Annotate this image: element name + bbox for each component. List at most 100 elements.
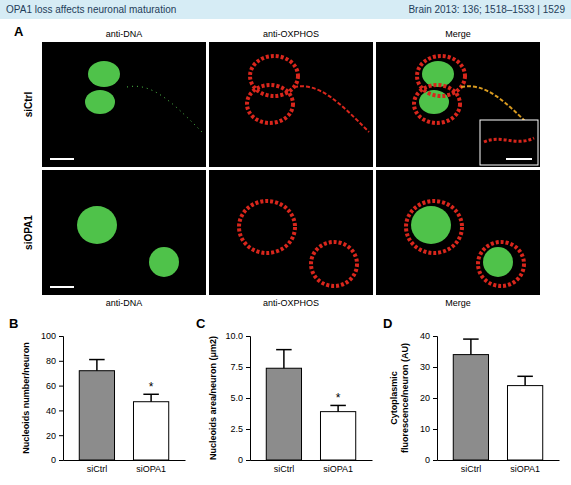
nucleus	[85, 90, 115, 114]
y-tick-label: 20	[46, 431, 56, 441]
y-axis-title: Nucleoids area/neuron (μm2)	[208, 336, 218, 460]
y-tick-mark	[433, 398, 437, 399]
y-tick-label: 2.5	[230, 424, 243, 434]
micrograph	[209, 42, 373, 167]
marks	[79, 360, 168, 460]
error-stem	[470, 339, 472, 355]
image-ground	[42, 42, 206, 167]
y-tick: 20	[420, 393, 437, 403]
error-bar	[276, 350, 292, 369]
x-axis-line	[251, 460, 373, 461]
micrograph	[376, 42, 540, 167]
y-tick-mark	[246, 398, 250, 399]
image-ground	[376, 170, 540, 295]
x-axis: siCtrl siOPA1	[438, 461, 560, 475]
y-tick-label: 0	[51, 455, 56, 465]
bar	[453, 355, 488, 460]
y-tick-mark	[59, 435, 63, 436]
x-tick: siOPA1	[323, 464, 353, 474]
error-stem	[524, 376, 526, 385]
x-tick-label: siCtrl	[461, 464, 482, 474]
micrograph	[376, 170, 540, 295]
panel-letter: A	[14, 24, 24, 39]
x-tick: siOPA1	[136, 464, 166, 474]
y-axis: 0 20 40 60 80 100	[41, 331, 64, 465]
mitochondria	[311, 242, 357, 286]
mitochondria	[414, 85, 460, 123]
y-tick-label: 7.5	[230, 362, 243, 372]
nucleus	[77, 206, 117, 244]
y-tick-label: 80	[46, 356, 56, 366]
y-tick: 7.5	[230, 362, 250, 372]
y-tick-label: 40	[46, 406, 56, 416]
y-tick-mark	[433, 460, 437, 461]
micrograph	[209, 170, 373, 295]
x-tick-label: siOPA1	[510, 464, 540, 474]
y-tick: 30	[420, 362, 437, 372]
y-tick: 80	[46, 356, 63, 366]
y-tick: 100	[41, 331, 63, 341]
bar-chart: C02.55.07.510.0siCtrlsiOPA1Nucleoids are…	[196, 316, 373, 474]
nucleus	[149, 247, 179, 277]
y-tick-label: 10.0	[225, 331, 243, 341]
column-label: Merge	[445, 29, 471, 39]
error-bar	[463, 339, 479, 355]
y-axis-line	[246, 337, 251, 461]
mitochondria	[247, 85, 293, 123]
y-axis-line	[59, 337, 64, 461]
y-tick: 40	[420, 331, 437, 341]
y-tick: 0	[51, 455, 63, 465]
header-bar	[0, 0, 571, 19]
error-bar	[330, 405, 346, 411]
image-ground	[209, 42, 373, 167]
y-tick: 20	[46, 431, 63, 441]
micrograph	[42, 42, 206, 167]
panel-letter: D	[383, 316, 392, 331]
error-bar	[517, 376, 533, 385]
error-cap	[89, 359, 105, 361]
mitochondria	[239, 201, 295, 253]
nucleus	[411, 206, 451, 244]
neurite	[127, 86, 202, 132]
x-axis-line	[438, 460, 560, 461]
inset	[480, 120, 538, 165]
mitochondria	[478, 242, 524, 286]
y-tick-label: 10	[420, 424, 430, 434]
significance-mark: *	[336, 391, 341, 405]
error-stem	[96, 360, 98, 371]
column-label: Merge	[445, 298, 471, 308]
y-tick-mark	[246, 460, 250, 461]
x-tick: siCtrl	[274, 464, 295, 474]
y-tick-mark	[59, 460, 63, 461]
bar	[79, 371, 114, 460]
nucleus	[88, 61, 120, 87]
error-bar	[89, 360, 105, 371]
marks	[453, 339, 542, 460]
y-tick-mark	[59, 336, 63, 337]
y-tick-label: 40	[420, 331, 430, 341]
y-tick: 2.5	[230, 424, 250, 434]
y-tick-mark	[433, 429, 437, 430]
error-bar	[143, 394, 159, 401]
y-tick: 10.0	[225, 331, 250, 341]
y-tick-mark	[246, 429, 250, 430]
image-ground	[42, 170, 206, 295]
scale-bar	[50, 286, 74, 288]
y-tick-mark	[246, 367, 250, 368]
panel-letter: B	[9, 316, 18, 331]
image-ground	[209, 170, 373, 295]
y-tick-mark	[246, 336, 250, 337]
error-cap	[517, 376, 533, 378]
mitochondria	[417, 56, 465, 96]
image-ground	[376, 42, 540, 167]
y-tick: 60	[46, 381, 63, 391]
bar	[507, 386, 542, 460]
bar	[320, 412, 355, 460]
y-tick-label: 5.0	[230, 393, 243, 403]
y-tick: 0	[238, 455, 250, 465]
y-axis: 010203040	[420, 331, 438, 465]
y-tick-mark	[59, 386, 63, 387]
mitochondria	[250, 56, 298, 96]
inset-detail	[484, 138, 534, 142]
x-tick-label: siCtrl	[274, 464, 295, 474]
